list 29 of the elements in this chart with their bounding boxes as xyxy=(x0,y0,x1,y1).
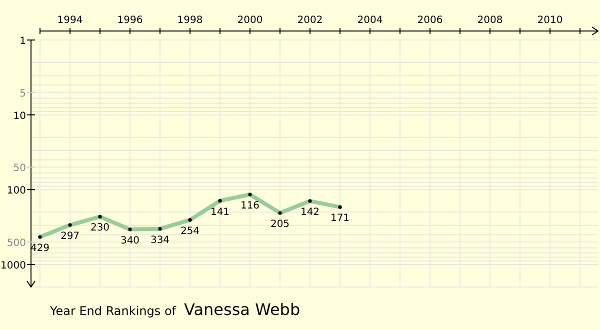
data-label: 297 xyxy=(60,231,80,242)
data-label: 142 xyxy=(300,207,320,218)
x-tick-label: 2000 xyxy=(237,15,263,26)
y-tick-label: 5 xyxy=(20,88,26,100)
y-tick-label: 10 xyxy=(13,110,26,122)
x-tick-label: 2010 xyxy=(537,15,563,26)
x-tick-label: 2004 xyxy=(357,15,383,26)
y-tick-label: 1 xyxy=(20,36,26,47)
y-tick-label: 100 xyxy=(6,186,26,197)
data-label: 429 xyxy=(30,242,50,254)
data-label: 171 xyxy=(330,213,350,224)
y-tick-label: 1000 xyxy=(0,260,26,272)
x-tick-label: 1994 xyxy=(57,15,83,26)
text: Year End Rankings of xyxy=(49,304,177,318)
x-tick-label: 2008 xyxy=(477,15,503,26)
x-tick-label: 2002 xyxy=(297,15,323,26)
x-tick-label: 1998 xyxy=(177,15,203,26)
data-label: 116 xyxy=(240,200,260,212)
data-label: 334 xyxy=(150,234,170,246)
text: Vanessa Webb xyxy=(184,300,300,319)
data-label: 230 xyxy=(90,222,110,234)
y-tick-label: 500 xyxy=(6,238,26,249)
data-label: 141 xyxy=(210,206,230,218)
data-label: 205 xyxy=(270,218,290,230)
y-tick-label: 50 xyxy=(13,163,26,174)
data-label: 254 xyxy=(180,226,200,237)
x-tick-label: 1996 xyxy=(117,15,143,26)
x-tick-label: 2006 xyxy=(417,15,443,26)
data-label: 340 xyxy=(120,235,140,246)
